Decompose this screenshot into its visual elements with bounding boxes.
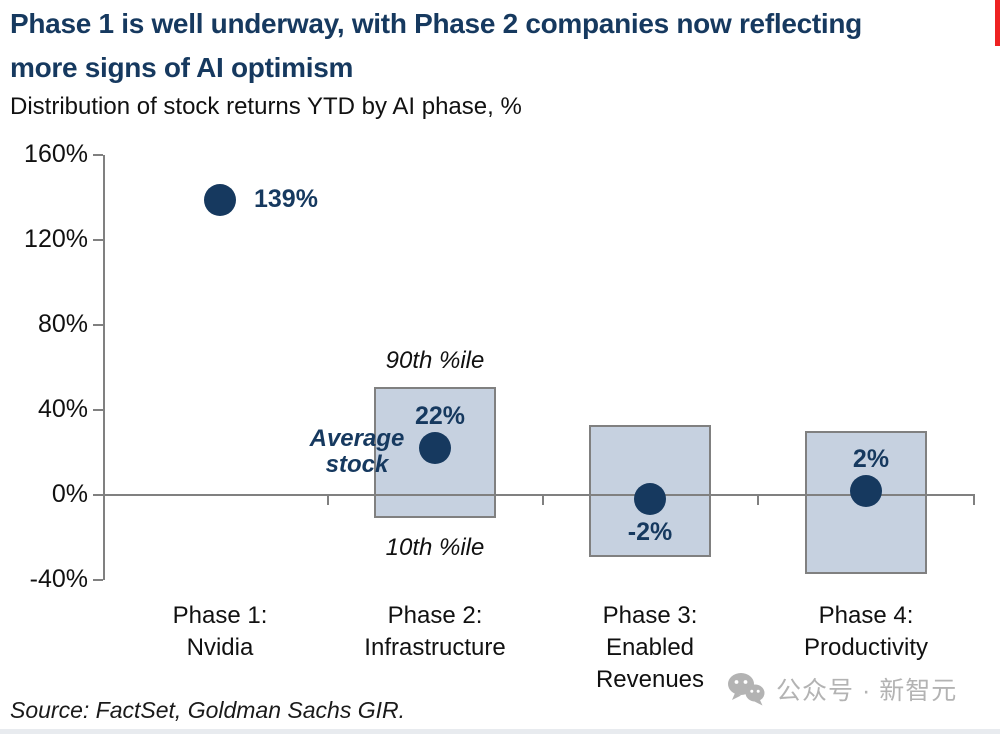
y-tick-label: -40%: [29, 565, 88, 593]
x-axis-tick: [541, 496, 544, 505]
y-tick-label: 120%: [24, 225, 88, 253]
x-axis-line: [105, 494, 975, 496]
y-axis-tick: [93, 154, 103, 156]
y-axis-line: [103, 155, 105, 580]
data-dot: [850, 474, 882, 507]
chart-title-line2: more signs of AI optimism: [10, 52, 354, 83]
y-tick-label: 160%: [24, 140, 88, 168]
x-category-label: Phase 1: Nvidia: [172, 602, 268, 661]
x-axis-end-tick: [973, 496, 975, 505]
x-axis-tick: [326, 496, 329, 505]
y-tick-label: 0%: [51, 480, 88, 508]
data-label: -2%: [627, 518, 673, 547]
y-axis-tick: [93, 324, 103, 326]
y-axis-tick: [93, 494, 103, 496]
bottom-edge-strip: [0, 729, 1000, 734]
source-note: Source: FactSet, Goldman Sachs GIR.: [10, 697, 405, 723]
annotation-90th-percentile: 90th %ile: [385, 346, 485, 374]
y-axis-tick: [93, 239, 103, 241]
x-category-label: Phase 2: Infrastructure: [364, 602, 506, 661]
wechat-icon: [727, 671, 767, 707]
y-tick-label: 80%: [37, 310, 88, 338]
data-dot: [204, 183, 236, 216]
x-category-label: Phase 3: Enabled Revenues: [595, 602, 705, 693]
chart-title-line1: Phase 1 is well underway, with Phase 2 c…: [10, 8, 862, 39]
y-tick-label: 40%: [37, 395, 88, 423]
percentile-box: [374, 386, 496, 519]
red-accent-bar: [995, 0, 1000, 46]
x-axis-tick: [757, 496, 759, 505]
data-label: 2%: [852, 444, 890, 473]
watermark-text: 公众号 · 新智元: [776, 677, 958, 705]
annotation-10th-percentile: 10th %ile: [385, 534, 485, 562]
x-category-label: Phase 4: Productivity: [803, 602, 929, 661]
data-dot: [634, 483, 666, 516]
annotation-average-stock: Average stock: [309, 425, 405, 479]
data-label: 22%: [414, 402, 466, 431]
chart-subtitle: Distribution of stock returns YTD by AI …: [10, 93, 522, 120]
chart-title: Phase 1 is well underway, with Phase 2 c…: [10, 2, 998, 90]
data-dot: [419, 432, 451, 465]
y-axis-tick: [93, 579, 103, 581]
watermark: 公众号 · 新智元: [727, 671, 957, 707]
data-label: 139%: [254, 184, 318, 213]
y-axis-tick: [93, 409, 103, 411]
